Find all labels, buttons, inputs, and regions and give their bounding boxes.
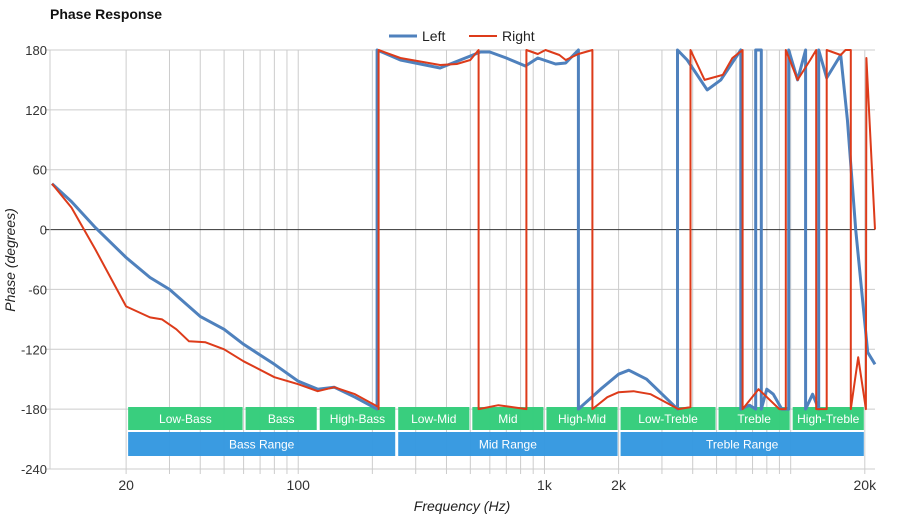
band-label: Low-Treble [638,412,698,426]
band-box [792,407,864,430]
y-tick-label: -60 [28,282,47,297]
range-box [128,432,396,456]
band-label: High-Mid [558,412,606,426]
band-box [546,407,618,430]
chart-title: Phase Response [50,6,162,22]
y-tick-label: 180 [25,43,47,58]
band-label: Mid [498,412,517,426]
band-box [398,407,470,430]
series-lines [50,48,877,411]
range-label: Mid Range [479,438,537,452]
x-axis-label: Frequency (Hz) [414,498,510,514]
band-box [718,407,790,430]
x-tick-label: 1k [537,477,553,493]
band-label: Treble [737,412,771,426]
band-box [620,407,716,430]
band-label: Low-Bass [159,412,212,426]
x-tick-label: 20 [118,477,134,493]
legend-item-right[interactable]: Right [469,28,535,44]
band-label: Bass [268,412,295,426]
y-tick-label: 120 [25,103,47,118]
range-box [398,432,618,456]
y-axis-label: Phase (degrees) [2,208,18,312]
frequency-bands: Low-Bass Bass High-Bass Low-Mid Mid High-Mid L… [128,407,864,456]
band-label: High-Treble [797,412,860,426]
series-line-right [51,49,876,411]
range-box [620,432,864,456]
range-label: Bass Range [229,438,295,452]
legend-item-left[interactable]: Left [389,28,445,44]
band-box [245,407,317,430]
x-tick-label: 20k [854,477,878,493]
y-tick-label: -240 [21,462,47,477]
x-tick-label: 100 [287,477,311,493]
y-tick-label: -180 [21,402,47,417]
band-box [472,407,544,430]
y-tick-label: 0 [40,223,47,238]
band-label: Low-Mid [411,412,456,426]
series-line-left [50,48,877,411]
band-box [128,407,243,430]
axes: 180 120 60 0 -60 -120 -180 -240 20 100 1k 2k 20k [21,43,877,493]
grid [45,49,875,474]
legend: Left Right [389,28,535,44]
y-tick-label: 60 [33,163,47,178]
legend-label-right: Right [502,28,535,44]
band-box [319,407,396,430]
y-tick-label: -120 [21,342,47,357]
range-label: Treble Range [706,438,779,452]
x-tick-label: 2k [611,477,627,493]
band-label: High-Bass [330,412,385,426]
legend-label-left: Left [422,28,445,44]
